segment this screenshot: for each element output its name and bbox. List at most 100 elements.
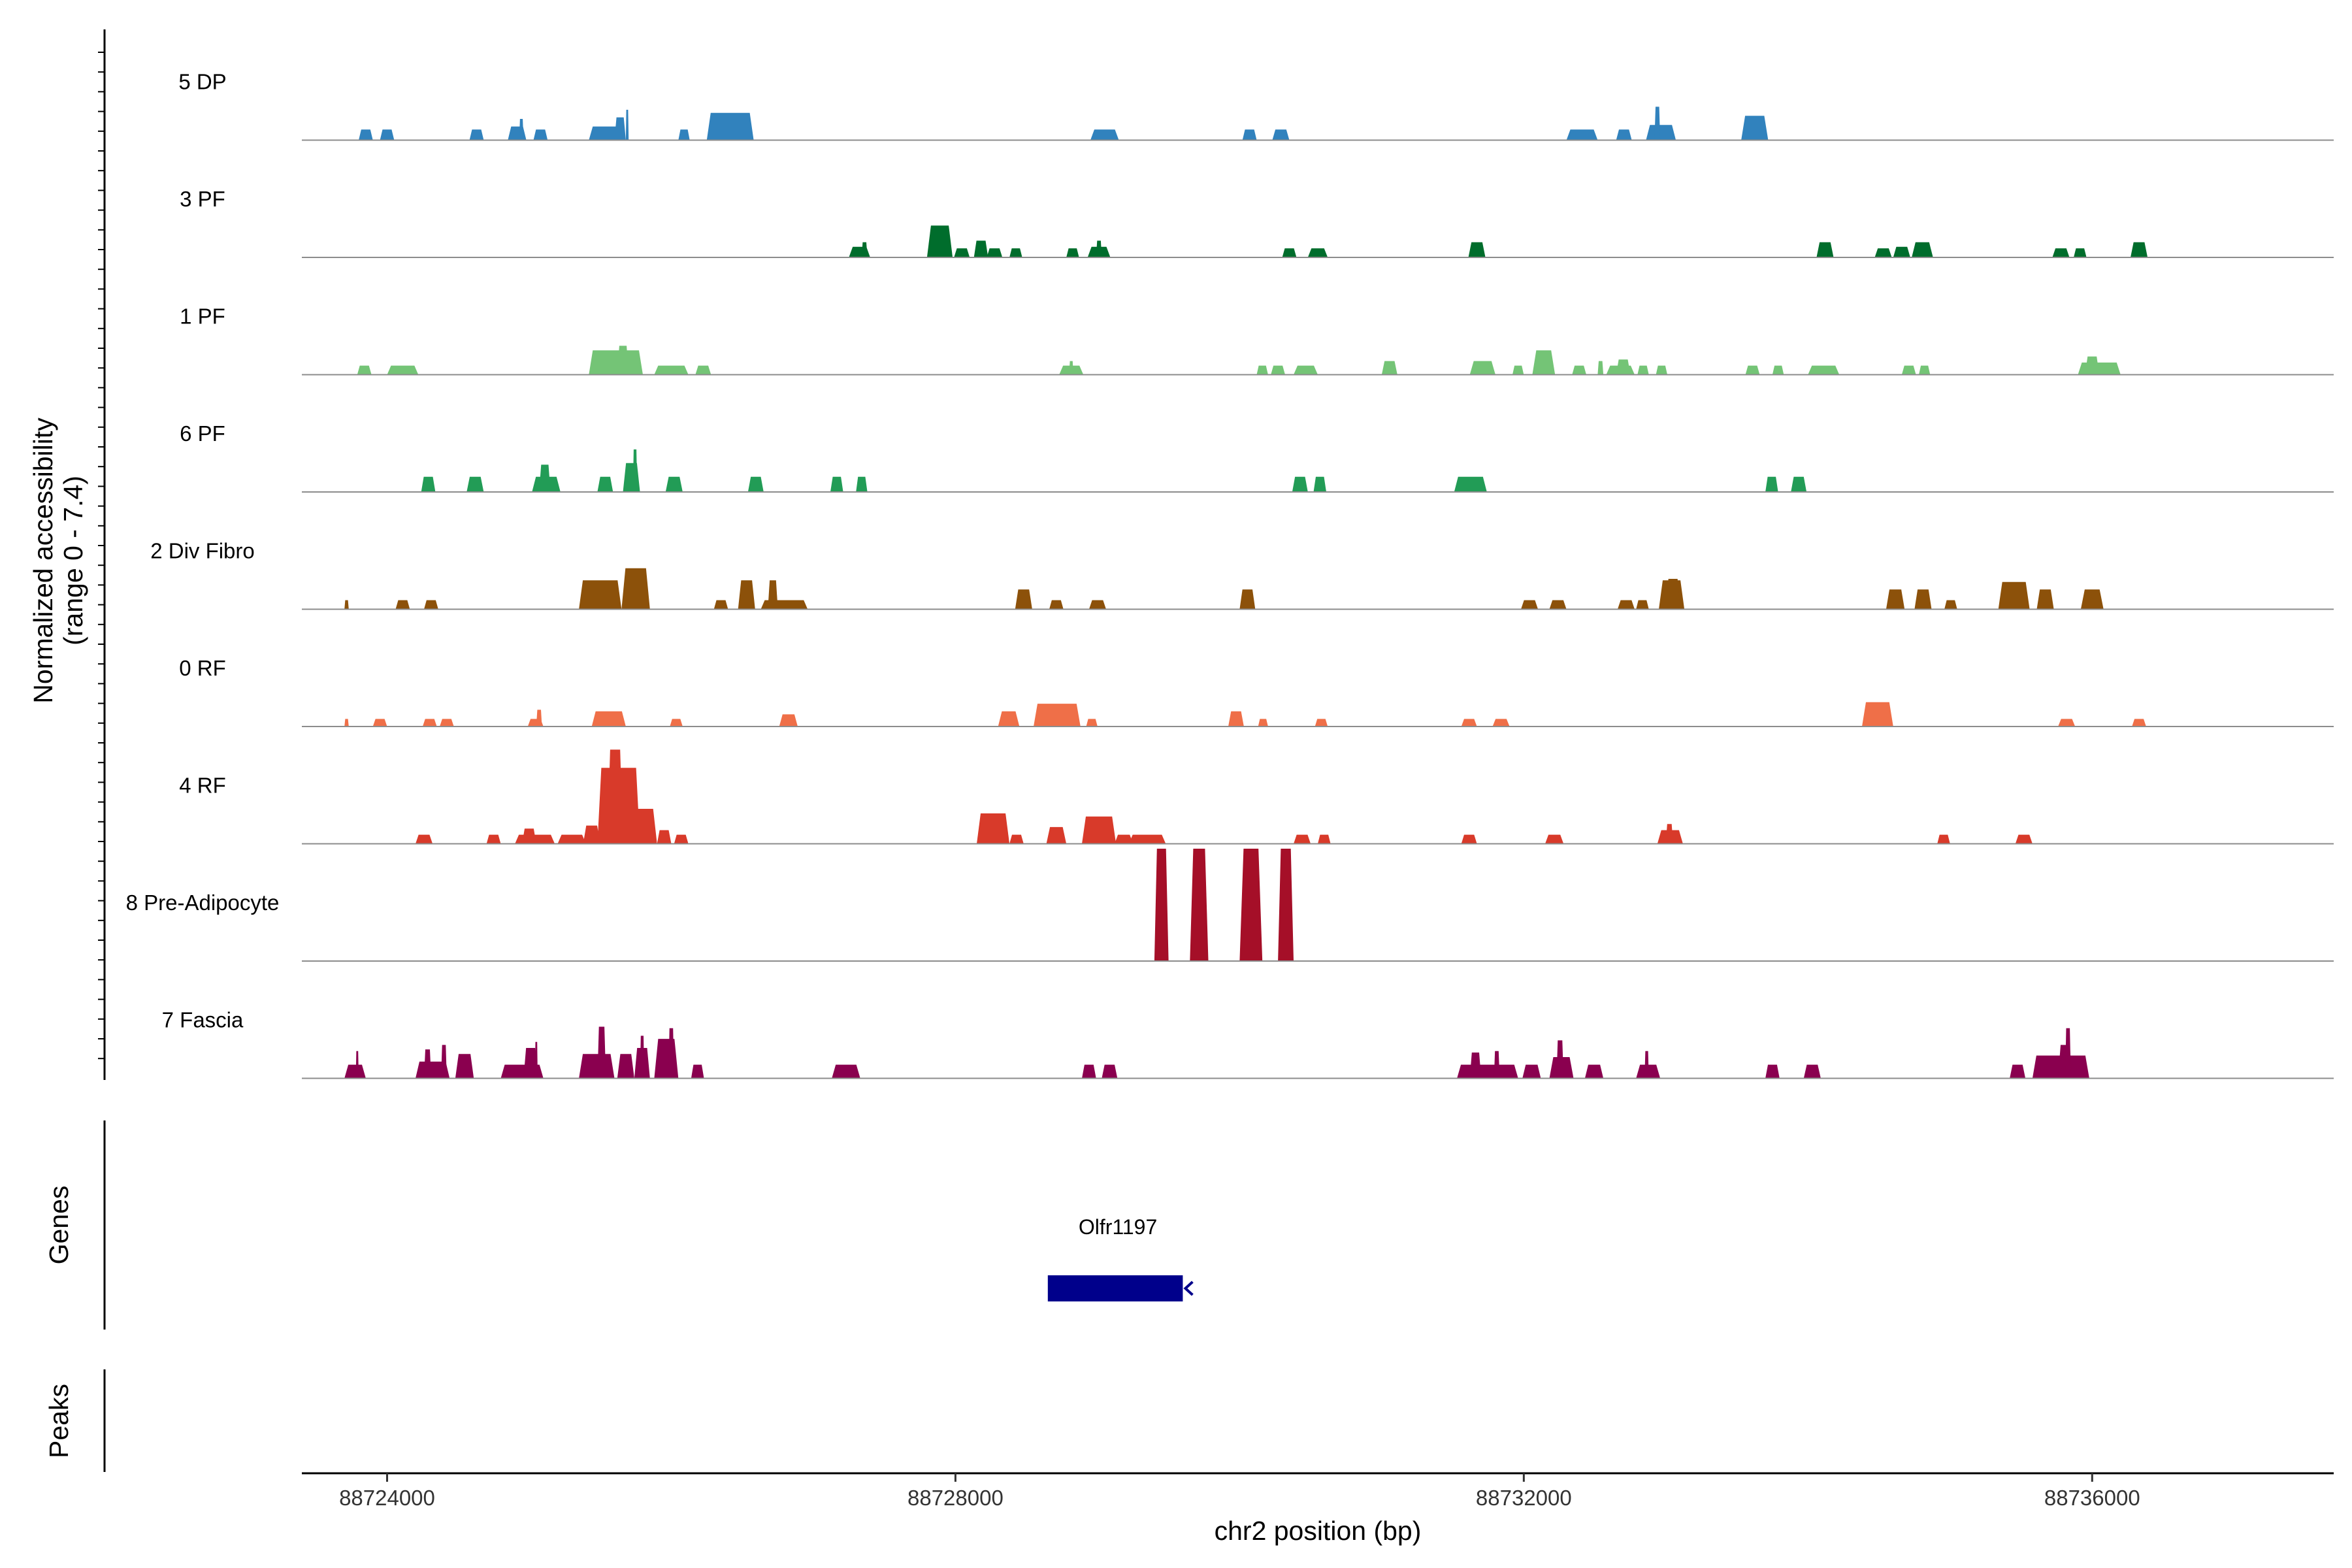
coverage-peak [1893,246,1910,257]
coverage-peak [1549,600,1567,610]
track-label: 0 RF [179,656,226,680]
coverage-peak [654,1039,679,1079]
coverage-peak [691,1064,704,1079]
coverage-peak [832,1064,860,1079]
coverage-peak [1009,248,1022,257]
track-6-pf: 6 PF [180,421,2334,493]
coverage-peak [1256,365,1268,375]
coverage-peak [625,110,629,140]
coverage-peak [1765,476,1778,492]
gene-body [1047,1275,1183,1301]
coverage-peak [1469,361,1495,375]
x-tick-label: 88732000 [1476,1486,1572,1510]
coverage-peak [1271,365,1285,375]
coverage-peak [2074,248,2087,257]
coverage-tracks: 5 DP 3 PF 1 PF 6 PF 2 Div Fibro 0 RF 4 RF 8 Pre… [126,70,2334,1079]
coverage-peak [1066,248,1079,257]
coverage-peak [607,749,623,844]
coverage-peak [1294,834,1311,844]
coverage-peak [533,129,548,140]
track-label: 7 Fascia [162,1008,244,1032]
track-1-pf: 1 PF [180,304,2334,376]
coverage-peak [654,365,689,375]
coverage-peak [1294,365,1318,375]
coverage-peak [621,809,657,844]
coverage-peak [1292,476,1308,492]
coverage-peak [372,719,387,727]
coverage-peak [1468,242,1486,257]
coverage-peak [1258,719,1268,727]
coverage-peak [583,825,600,844]
x-tick-label: 88724000 [339,1486,435,1510]
coverage-peak [380,129,395,140]
coverage-peak [2085,356,2100,375]
coverage-peak [1944,600,1957,610]
coverage-peak [534,1041,538,1079]
coverage-peak [1034,704,1081,727]
coverage-peak [1644,1051,1649,1079]
track-8-pre-adipocyte: 8 Pre-Adipocyte [126,849,2334,962]
coverage-peak [522,828,536,844]
coverage-peak [1307,248,1328,257]
coverage-peak [2058,719,2076,727]
coverage-peak [597,1026,606,1079]
coverage-peak [1190,849,1209,961]
coverage-peak [1616,359,1631,375]
x-axis-ticks: 88724000 88728000 88732000 88736000 [339,1473,2140,1510]
coverage-peak [1654,106,1661,140]
coverage-peak [1636,600,1649,610]
coverage-peak [1545,834,1564,844]
coverage-peak [1522,1064,1541,1079]
coverage-peak [424,600,438,610]
coverage-peak [416,1061,450,1079]
coverage-peak [422,719,437,727]
coverage-peak [738,580,755,610]
coverage-peak [1745,365,1760,375]
coverage-peak [2078,362,2121,375]
coverage-peak [760,600,808,610]
coverage-peak [1665,579,1680,610]
y-axis-ticks [98,52,105,1060]
x-tick-label: 88736000 [2044,1486,2140,1510]
track-label: 1 PF [180,304,225,329]
coverage-peak [1082,816,1117,844]
coverage-peak [1239,849,1263,961]
coverage-peak [1228,711,1244,727]
coverage-peak [987,248,1003,257]
coverage-peak [617,1054,634,1079]
coverage-peak [359,129,373,140]
coverage-peak [395,600,410,610]
coverage-peak [1637,365,1649,375]
track-4-rf: 4 RF [179,749,2334,845]
peaks-panel-title: Peaks [44,1384,74,1458]
coverage-peak [557,834,586,844]
coverage-peak [1313,476,1326,492]
coverage-peak [1803,1064,1821,1079]
coverage-peak [668,1028,674,1079]
coverage-peak [591,711,626,727]
coverage-peak [440,719,454,727]
y-axis-title-line1: Normalized accessibility [28,417,58,704]
coverage-peak [1616,129,1632,140]
coverage-peak [1454,476,1487,492]
coverage-peak [926,225,953,257]
coverage-peak [1469,1053,1482,1079]
track-3-pf: 3 PF [180,187,2334,258]
coverage-peak [1082,1064,1096,1079]
coverage-peak [998,711,1020,727]
x-axis-title: chr2 position (bp) [1215,1516,1422,1546]
coverage-peak [1318,834,1331,844]
coverage-peak [977,813,1010,844]
coverage-peak [1512,365,1524,375]
coverage-peak [621,568,650,610]
coverage-peak [1086,719,1098,727]
coverage-peak [713,600,728,610]
track-label: 3 PF [180,187,225,211]
coverage-peak [1772,365,1784,375]
coverage-peak [1102,1064,1118,1079]
coverage-peak [1315,719,1328,727]
coverage-peak [536,710,542,727]
coverage-peak [1090,129,1119,140]
